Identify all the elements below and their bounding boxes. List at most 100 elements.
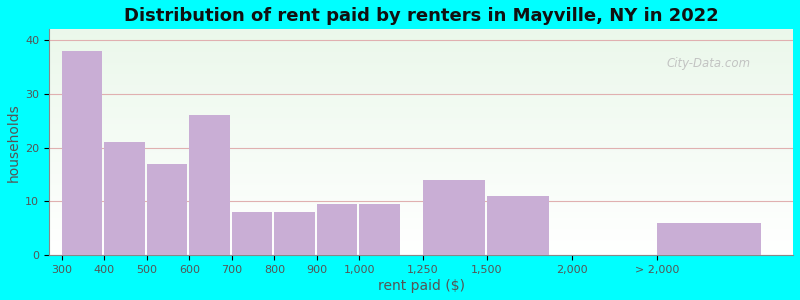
Bar: [49, 96, 793, 97]
Bar: [49, 160, 793, 161]
Bar: [49, 107, 793, 108]
Bar: [49, 126, 793, 128]
Bar: [49, 221, 793, 222]
Bar: [49, 243, 793, 244]
Bar: [49, 92, 793, 94]
Bar: [49, 52, 793, 53]
Bar: [487, 196, 549, 255]
Bar: [49, 122, 793, 123]
Bar: [49, 203, 793, 204]
Bar: [49, 63, 793, 64]
Bar: [49, 145, 793, 146]
Bar: [49, 173, 793, 174]
Bar: [49, 62, 793, 63]
Bar: [49, 210, 793, 211]
Bar: [49, 198, 793, 199]
Bar: [49, 246, 793, 247]
Bar: [49, 125, 793, 126]
Bar: [49, 154, 793, 156]
Bar: [49, 77, 793, 78]
Bar: [49, 254, 793, 255]
Bar: [49, 86, 793, 87]
X-axis label: rent paid ($): rent paid ($): [378, 279, 465, 293]
Bar: [49, 114, 793, 115]
Bar: [49, 151, 793, 152]
Bar: [49, 44, 793, 45]
Bar: [49, 139, 793, 140]
Bar: [49, 242, 793, 243]
Bar: [49, 42, 793, 43]
Bar: [49, 211, 793, 212]
Bar: [49, 72, 793, 73]
Bar: [49, 232, 793, 234]
Bar: [49, 172, 793, 173]
Bar: [49, 157, 793, 158]
Bar: [49, 217, 793, 218]
Bar: [49, 204, 793, 206]
Bar: [49, 148, 793, 149]
Bar: [49, 121, 793, 122]
Bar: [49, 30, 793, 31]
Bar: [49, 78, 793, 79]
Bar: [49, 117, 793, 119]
Bar: [49, 104, 793, 105]
Bar: [49, 134, 793, 135]
Bar: [49, 230, 793, 231]
Bar: [49, 35, 793, 36]
Bar: [49, 181, 793, 182]
Bar: [49, 113, 793, 114]
Bar: [49, 200, 793, 201]
Bar: [49, 165, 793, 166]
Bar: [232, 212, 272, 255]
Bar: [49, 166, 793, 167]
Bar: [49, 250, 793, 252]
Bar: [49, 82, 793, 83]
Bar: [49, 87, 793, 88]
Bar: [49, 179, 793, 181]
Bar: [49, 34, 793, 35]
Bar: [49, 182, 793, 183]
Bar: [49, 238, 793, 239]
Bar: [49, 49, 793, 50]
Bar: [49, 226, 793, 227]
Bar: [49, 74, 793, 76]
Bar: [49, 94, 793, 95]
Bar: [49, 97, 793, 98]
Bar: [49, 120, 793, 121]
Bar: [49, 110, 793, 111]
Bar: [49, 116, 793, 117]
Bar: [49, 131, 793, 132]
Bar: [49, 106, 793, 107]
Bar: [49, 53, 793, 54]
Bar: [49, 168, 793, 169]
Bar: [49, 170, 793, 172]
Bar: [146, 164, 187, 255]
Bar: [49, 184, 793, 185]
Bar: [49, 37, 793, 38]
Bar: [49, 241, 793, 242]
Bar: [49, 199, 793, 200]
Bar: [49, 234, 793, 235]
Bar: [49, 218, 793, 219]
Bar: [49, 71, 793, 72]
Bar: [49, 191, 793, 192]
Bar: [49, 83, 793, 85]
Bar: [49, 29, 793, 30]
Bar: [49, 253, 793, 254]
Bar: [49, 95, 793, 96]
Bar: [49, 60, 793, 61]
Bar: [49, 208, 793, 209]
Bar: [49, 32, 793, 33]
Bar: [359, 204, 400, 255]
Bar: [49, 237, 793, 238]
Bar: [49, 56, 793, 58]
Bar: [49, 167, 793, 168]
Bar: [49, 158, 793, 159]
Bar: [49, 169, 793, 170]
Bar: [49, 228, 793, 229]
Bar: [49, 216, 793, 217]
Bar: [49, 123, 793, 124]
Bar: [49, 231, 793, 232]
Bar: [49, 69, 793, 70]
Bar: [423, 180, 485, 255]
